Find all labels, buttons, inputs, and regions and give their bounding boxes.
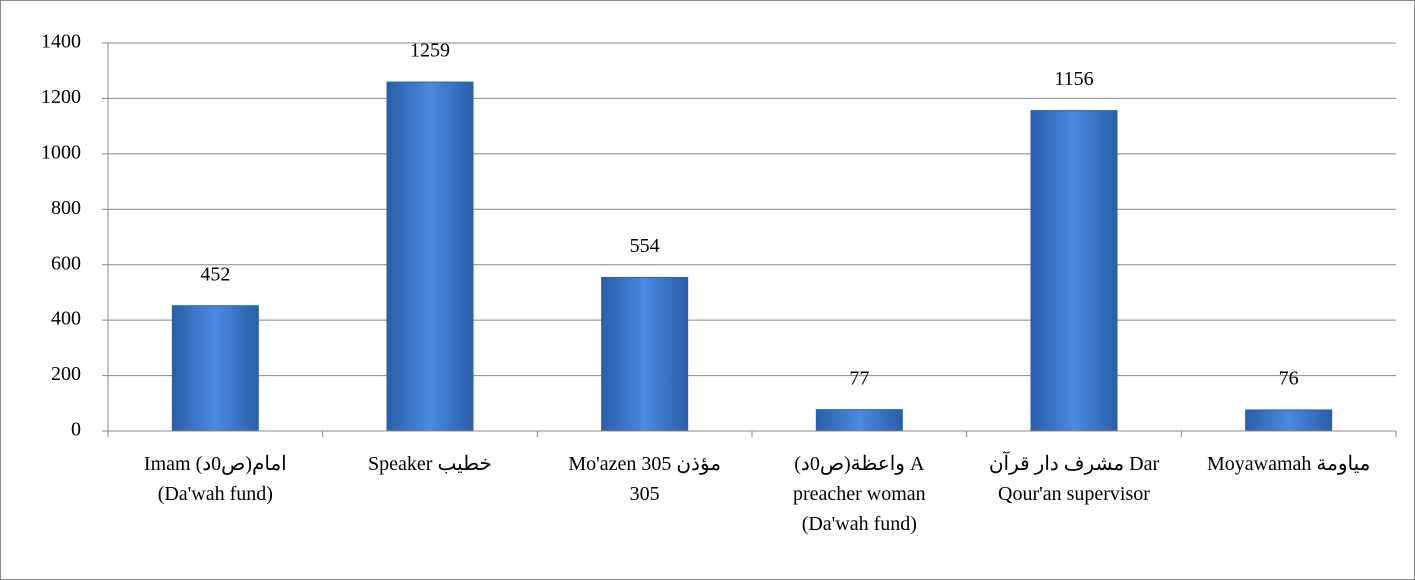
bar [171,305,259,432]
value-label: 76 [1279,368,1299,390]
y-tick-label: 1400 [41,31,81,53]
y-tick-label: 600 [51,252,81,274]
bar [386,81,474,432]
y-tick-label: 400 [51,308,81,330]
y-tick-label: 800 [51,197,81,219]
bar [1245,409,1333,432]
y-tick-label: 0 [71,419,81,441]
bar [601,276,689,432]
value-label: 1156 [1054,68,1093,90]
x-tick-label: Mo'azen 305 مؤذن 305 [568,453,721,505]
value-label: 1259 [410,40,450,62]
x-tick-label: واعظة(ص0د) A preacher woman (Da'wah fund… [792,453,926,535]
x-tick-label: Imam امام(ص0د) (Da'wah fund) [143,453,287,505]
value-label: 77 [849,367,869,389]
x-tick-label: مشرف دار قرآن Dar Qour'an supervisor [988,453,1160,505]
value-label: 554 [630,235,660,257]
x-tick-label: Speaker خطيب [368,453,492,475]
bar [815,409,903,432]
value-label: 452 [200,263,230,285]
y-tick-label: 1000 [41,141,81,163]
y-tick-label: 200 [51,363,81,385]
bar [1030,110,1118,432]
y-tick-label: 1200 [41,86,81,108]
x-tick-label: Moyawamah مياومة [1206,453,1371,475]
